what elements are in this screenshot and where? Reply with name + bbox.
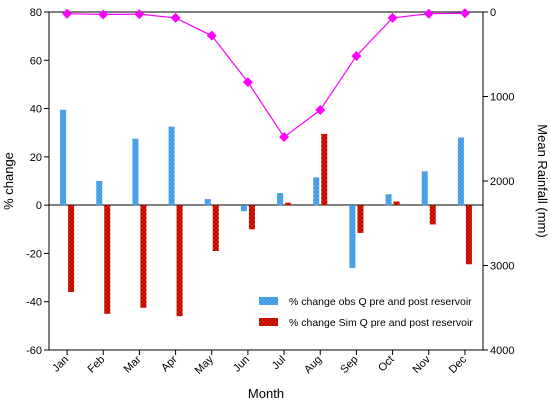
bar-sim <box>393 201 400 206</box>
bar-obs <box>277 193 284 206</box>
left-tick-label: -60 <box>26 345 42 357</box>
legend-label-obs: % change obs Q pre and post reservoir <box>289 296 472 308</box>
right-tick-label: 2000 <box>490 176 514 188</box>
x-tick-label: Dec <box>447 353 470 376</box>
left-tick-label: -40 <box>26 297 42 309</box>
legend-swatch-obs <box>259 297 278 305</box>
legend: % change obs Q pre and post reservoir % … <box>259 296 473 329</box>
bar-obs <box>132 138 139 206</box>
bars-group <box>60 109 472 317</box>
x-axis-title: Month <box>248 386 284 401</box>
right-tick-label: 3000 <box>490 261 514 273</box>
rainfall-point <box>170 12 181 23</box>
rainfall-point <box>315 105 326 116</box>
bar-sim <box>429 205 436 225</box>
x-tick-label: Aug <box>302 354 324 376</box>
bar-sim <box>212 205 219 252</box>
left-axis-ticks: 80 60 40 20 0 -20 -40 -60 <box>26 7 49 357</box>
right-tick-label: 1000 <box>490 92 514 104</box>
bar-sim <box>68 205 75 293</box>
x-tick-label: Oct <box>376 354 397 375</box>
bar-obs <box>349 205 356 268</box>
left-tick-label: 0 <box>36 200 42 212</box>
y-axis-title-right: Mean Rainfall (mm) <box>535 124 550 237</box>
x-tick-label: Sep <box>338 354 360 376</box>
bar-obs <box>96 181 103 206</box>
rainfall-point <box>62 8 73 19</box>
bar-sim <box>357 205 364 233</box>
x-tick-label: Nov <box>411 353 434 376</box>
x-tick-label: Jan <box>50 354 71 375</box>
x-tick-label: Apr <box>159 353 180 374</box>
bar-sim <box>140 205 147 308</box>
rainfall-point <box>279 132 290 143</box>
x-tick-label: Jun <box>231 354 252 375</box>
x-tick-label: May <box>193 353 217 377</box>
bar-obs <box>421 171 428 206</box>
rainfall-line-group <box>62 8 470 143</box>
legend-label-sim: % change Sim Q pre and post reservoir <box>289 317 473 329</box>
rainfall-point <box>98 9 109 20</box>
y-axis-title: % change <box>1 152 16 210</box>
bar-obs <box>204 199 211 206</box>
x-tick-label: Jul <box>270 354 288 372</box>
bar-obs <box>168 126 175 206</box>
right-tick-label: 0 <box>490 7 496 19</box>
right-axis-ticks: 0 1000 2000 3000 4000 <box>483 7 514 357</box>
rainfall-point <box>387 12 398 23</box>
legend-swatch-sim <box>259 318 278 326</box>
bar-sim <box>465 205 472 265</box>
right-tick-label: 4000 <box>490 345 514 357</box>
left-tick-label: 40 <box>30 104 42 116</box>
bar-obs <box>457 137 464 206</box>
left-tick-label: -20 <box>26 248 42 260</box>
bar-sim <box>285 202 292 206</box>
left-tick-label: 80 <box>30 7 42 19</box>
rainfall-line <box>67 12 465 138</box>
left-tick-label: 20 <box>30 152 42 164</box>
x-tick-label: Mar <box>122 353 144 375</box>
bar-sim <box>104 205 111 314</box>
bar-obs <box>385 194 392 206</box>
rainfall-point <box>459 8 470 19</box>
rainfall-point <box>423 8 434 19</box>
rainfall-point <box>134 9 145 20</box>
bar-obs <box>240 205 247 212</box>
left-tick-label: 60 <box>30 55 42 67</box>
x-tick-label: Feb <box>85 354 107 376</box>
rainfall-point <box>206 30 217 41</box>
bar-sim <box>176 205 183 317</box>
x-axis-ticks: Jan Feb Mar Apr May Jun Jul Aug Sep Oct Nov Dec <box>50 350 469 377</box>
bar-sim <box>248 205 255 230</box>
rainfall-point <box>351 50 362 61</box>
bar-obs <box>60 109 67 206</box>
bar-sim <box>321 133 328 206</box>
bar-obs <box>313 177 320 206</box>
rainfall-point <box>242 77 253 88</box>
